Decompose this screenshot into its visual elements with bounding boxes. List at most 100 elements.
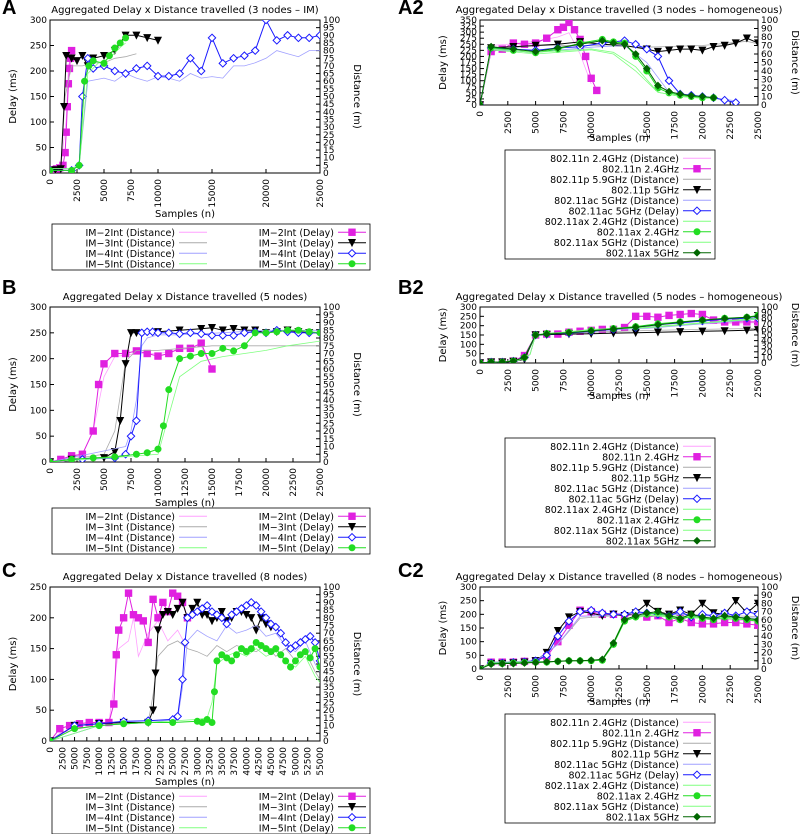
data-point [164, 71, 174, 81]
y-tick-label: 50 [466, 89, 478, 99]
y-tick-label: 0 [471, 101, 477, 111]
x-tick-label: 22500 [726, 675, 736, 704]
x-tick-label: 10000 [154, 179, 164, 208]
data-point [186, 344, 195, 353]
data-point [223, 654, 231, 662]
panel-label-c: C [2, 560, 17, 582]
series-im-5int-delay [50, 638, 320, 741]
data-point [50, 166, 54, 173]
data-point [139, 617, 147, 625]
data-point [631, 312, 640, 321]
data-point [698, 327, 707, 336]
x-tick-label: 25000 [754, 111, 764, 140]
legend-marker [348, 792, 356, 800]
y2-tick-label: 25 [323, 699, 334, 709]
legend-label: IM−3Int (Delay) [259, 802, 334, 813]
data-point [498, 358, 507, 363]
legend-marker [693, 516, 701, 524]
chart-svg-a2: Aggregated Delay x Distance travelled (3… [438, 5, 800, 260]
x-tick-label: 12500 [107, 747, 117, 776]
y-tick-label: 250 [30, 42, 47, 52]
data-point [116, 39, 124, 47]
y2-tick-label: 10 [323, 443, 335, 453]
data-point [239, 51, 249, 61]
y-tick-label: 50 [466, 350, 478, 360]
data-point [197, 339, 205, 347]
x-tick-label: 22500 [156, 747, 166, 776]
x-tick-label: 25000 [169, 747, 179, 776]
y2-tick-label: 50 [323, 381, 335, 391]
data-point [698, 92, 707, 101]
data-point [654, 320, 662, 329]
data-point [520, 40, 529, 48]
legend-marker [348, 544, 356, 552]
data-point [132, 31, 141, 40]
data-point [304, 33, 314, 43]
y2-tick-label: 65 [323, 70, 334, 80]
legend-box [504, 713, 716, 824]
y2-tick-label: 10 [323, 154, 335, 164]
series-line [50, 329, 320, 462]
data-point [754, 615, 758, 624]
data-point [67, 46, 76, 55]
y2-tick-label: 40 [323, 396, 335, 406]
legend-label: 802.11p 5GHz [611, 749, 679, 760]
data-point [67, 54, 76, 63]
data-point [598, 36, 607, 45]
x-tick-label: 17500 [671, 675, 681, 704]
legend-label: 802.11n 2.4GHz [602, 164, 679, 175]
y2-tick-label: 20 [761, 348, 773, 358]
chart-c2: Aggregated Delay x Distance travelled (8… [405, 560, 809, 834]
data-point [653, 47, 662, 56]
data-point [132, 450, 140, 458]
data-point [509, 357, 518, 363]
x-tick-label: 12500 [615, 675, 625, 704]
chart-c: Aggregated Delay x Distance travelled (8… [0, 560, 405, 834]
series-line [50, 50, 320, 169]
x-tick-label: 17500 [671, 111, 681, 140]
y2-tick-label: 30 [323, 123, 335, 133]
y2-tick-label: 35 [323, 404, 334, 414]
data-point [175, 329, 185, 339]
series-line [50, 648, 320, 741]
data-point [509, 659, 518, 668]
data-point [687, 45, 696, 54]
legend-label: 802.11ac 5GHz (Distance) [554, 196, 679, 207]
y2-tick-label: 60 [323, 645, 335, 655]
y2-tick-label: 10 [761, 93, 773, 103]
data-point [230, 347, 238, 355]
data-point [122, 34, 130, 42]
legend-label: IM−4Int (Delay) [259, 813, 334, 824]
data-point [65, 64, 74, 73]
x-tick-label: 5000 [100, 468, 110, 491]
y-tick-label: 200 [460, 322, 477, 332]
data-point [272, 35, 282, 45]
series-802-11ax-5ghz [480, 36, 718, 105]
legend-label: IM−2Int (Delay) [259, 512, 334, 523]
y2-tick-label: 20 [761, 649, 773, 659]
data-point [731, 98, 741, 105]
legend-label: 802.11n 2.4GHz (Distance) [550, 154, 679, 165]
x-tick-label: 52500 [304, 747, 314, 776]
data-point [229, 53, 239, 63]
y2-tick-label: 70 [323, 350, 335, 360]
y2-tick-label: 30 [761, 342, 773, 352]
legend-marker [348, 824, 356, 832]
x-tick-label: 20000 [144, 747, 154, 776]
panel-label-b2: B2 [398, 277, 424, 299]
series-802-11n-2-4ghz [480, 20, 601, 105]
y-tick-label: 100 [460, 77, 477, 87]
data-point [620, 615, 629, 624]
series-line [50, 345, 320, 462]
x-tick-label: 47500 [279, 747, 289, 776]
data-point [676, 45, 685, 54]
data-point [257, 642, 265, 650]
x-tick-label: 25000 [316, 468, 326, 497]
x-tick-label: 22500 [726, 111, 736, 140]
data-point [531, 331, 540, 339]
data-point [158, 611, 167, 620]
data-point [173, 604, 182, 613]
data-point [720, 611, 729, 620]
y2-tick-label: 30 [761, 640, 773, 650]
legend: 802.11n 2.4GHz (Distance)802.11n 2.4GHz 8… [504, 149, 716, 260]
